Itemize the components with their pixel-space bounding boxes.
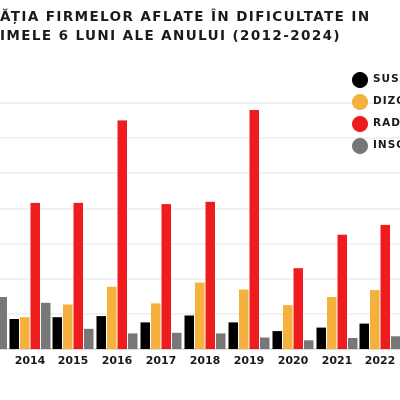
bar-susp-2016	[96, 316, 106, 349]
bar-inso-partial-left	[0, 297, 7, 349]
bar-radi-2022	[380, 224, 390, 349]
bar-susp-2020	[272, 331, 282, 349]
bar-inso-2019	[260, 337, 270, 349]
bar-dizo-2016	[107, 286, 117, 349]
bar-inso-partial-right	[391, 337, 400, 349]
legend-label-inso: INSO	[373, 139, 400, 151]
legend-marker-susp	[352, 72, 368, 88]
bar-radi-2020	[293, 268, 303, 349]
bar-inso-2018	[216, 333, 226, 349]
bar-susp-2022	[359, 323, 369, 349]
x-tick-label-2018: 2018	[190, 354, 221, 367]
bar-dizo-2015	[63, 304, 73, 349]
chart-title-line-2: IMELE 6 LUNI ALE ANULUI (2012-2024)	[0, 28, 341, 44]
bar-susp-2017	[140, 322, 150, 349]
legend-marker-radi	[352, 116, 368, 132]
bar-dizo-2020	[283, 305, 293, 349]
x-tick-label-2017: 2017	[146, 354, 177, 367]
chart-title-line-1: ĂȚIA FIRMELOR AFLATE ÎN DIFICULTATE IN	[0, 9, 371, 25]
bar-radi-2017	[161, 204, 171, 349]
x-tick-label-2020: 2020	[278, 354, 309, 367]
legend-label-dizo: DIZO	[373, 95, 400, 107]
bar-dizo-2018	[195, 282, 205, 349]
legend-marker-inso	[352, 138, 368, 154]
legend-marker-dizo	[352, 94, 368, 110]
bar-susp-2021	[316, 327, 326, 349]
bars	[0, 110, 400, 350]
bar-susp-2014	[9, 319, 19, 349]
bar-radi-2014	[30, 202, 40, 349]
bar-dizo-2019	[239, 289, 249, 349]
legend-label-susp: SUSP	[373, 73, 400, 85]
bar-dizo-2017	[151, 303, 161, 349]
bar-radi-2016	[117, 120, 127, 350]
x-tick-label-2019: 2019	[234, 354, 265, 367]
x-tick-labels: 2014 2015 2016 2017 2018 2019 2020 2021 2022	[15, 354, 396, 367]
x-tick-label-2015: 2015	[58, 354, 89, 367]
x-tick-label-2022: 2022	[365, 354, 396, 367]
bar-inso-2021	[348, 338, 358, 349]
bar-radi-2015	[73, 202, 83, 349]
bar-inso-2020	[304, 340, 314, 349]
bar-dizo-2021	[327, 297, 337, 349]
bar-dizo-2014	[20, 317, 30, 349]
chart-title: ĂȚIA FIRMELOR AFLATE ÎN DIFICULTATE IN I…	[0, 8, 400, 46]
x-tick-label-2014: 2014	[15, 354, 46, 367]
bar-radi-2018	[205, 201, 215, 349]
bar-inso-2017	[172, 332, 182, 349]
bar-susp-2015	[52, 317, 62, 349]
bar-susp-2019	[228, 322, 238, 349]
bar-susp-2018	[184, 315, 194, 349]
bar-inso-2015	[84, 328, 94, 349]
x-tick-label-2021: 2021	[322, 354, 353, 367]
bar-inso-2016	[128, 333, 138, 349]
bar-dizo-2022	[370, 290, 380, 349]
x-tick-label-2016: 2016	[102, 354, 133, 367]
bar-radi-2021	[337, 234, 347, 349]
bar-inso-2014	[41, 302, 51, 349]
bar-radi-2019	[249, 110, 259, 349]
